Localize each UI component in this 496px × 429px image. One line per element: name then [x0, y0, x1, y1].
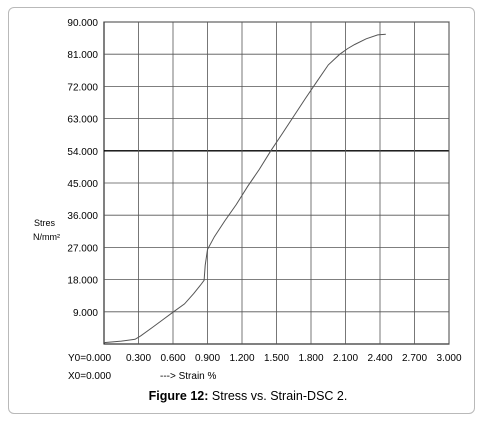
- y-tick-label: 18.000: [67, 276, 98, 287]
- x-tick-label: 2.700: [402, 353, 427, 364]
- x-tick-label: 1.200: [229, 353, 254, 364]
- y-tick-label: 54.000: [67, 147, 98, 158]
- y-tick-label: 9.000: [73, 308, 98, 319]
- y-tick-label: 81.000: [67, 50, 98, 61]
- x-tick-label: 0.900: [195, 353, 220, 364]
- y-tick-label: 45.000: [67, 179, 98, 190]
- x-axis-label: ---> Strain %: [160, 371, 217, 382]
- origin-x-label: X0=0.000: [68, 371, 112, 382]
- x-tick-label: 0.300: [126, 353, 151, 364]
- caption-text: Stress vs. Strain-DSC 2.: [208, 389, 348, 403]
- x-tick-label: 1.500: [264, 353, 289, 364]
- y-tick-label: 63.000: [67, 115, 98, 126]
- x-tick-label: 0.600: [160, 353, 185, 364]
- y-tick-label: 72.000: [67, 82, 98, 93]
- figure-caption: Figure 12: Stress vs. Strain-DSC 2.: [0, 389, 496, 403]
- grid: [104, 21, 450, 344]
- y-axis-label-line1: Stres: [34, 218, 56, 228]
- caption-label: Figure 12:: [148, 389, 209, 403]
- x-tick-label: 3.000: [436, 353, 461, 364]
- x-tick-label: 2.100: [333, 353, 358, 364]
- series-line: [103, 33, 386, 344]
- y-ticks: 9.000 18.000 27.000 36.000 45.000 54.000 63.00…: [67, 18, 98, 319]
- origin-y-label: Y0=0.000: [68, 353, 112, 364]
- y-tick-label: 90.000: [67, 18, 98, 29]
- y-tick-label: 36.000: [67, 211, 98, 222]
- x-ticks: 0.300 0.600 0.900 1.200 1.500 1.800 2.100 2.400…: [126, 353, 462, 364]
- x-tick-label: 2.400: [367, 353, 392, 364]
- series-layer: [103, 33, 386, 344]
- figure-frame: [8, 7, 475, 414]
- y-axis-label-line2: N/mm²: [33, 232, 60, 242]
- x-tick-label: 1.800: [298, 353, 323, 364]
- y-tick-label: 27.000: [67, 243, 98, 254]
